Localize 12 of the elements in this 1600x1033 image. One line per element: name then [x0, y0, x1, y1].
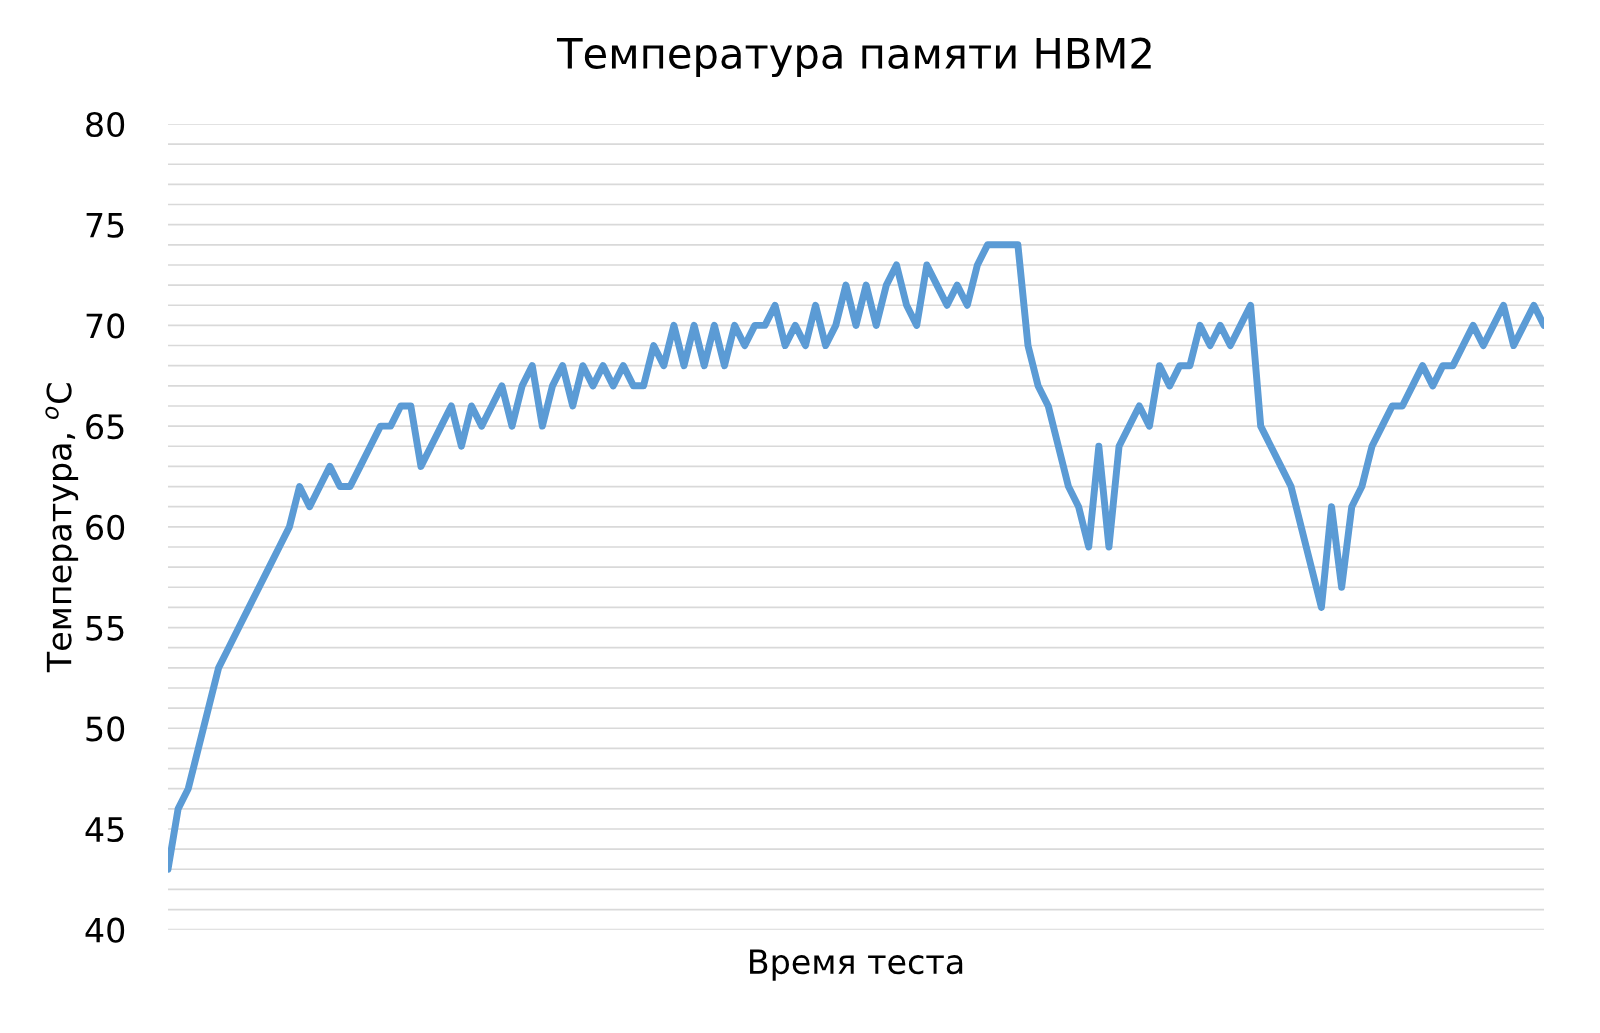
chart-title: Температура памяти HBM2 [556, 37, 1151, 78]
y-axis-title: Температура, $^{o}$C [45, 383, 79, 673]
y-tick-label: 60 [86, 514, 125, 540]
y-tick-label: 65 [86, 414, 124, 440]
y-tick-label: 50 [86, 716, 125, 742]
y-tick-label: 40 [85, 917, 125, 943]
y-tick-label: 75 [86, 213, 124, 238]
y-tick-label: 80 [86, 111, 125, 138]
y-tick-label: 55 [86, 615, 124, 641]
y-tick-label: 70 [86, 313, 125, 339]
x-axis-title: Время теста [750, 949, 963, 981]
y-tick-label: 45 [85, 817, 124, 843]
